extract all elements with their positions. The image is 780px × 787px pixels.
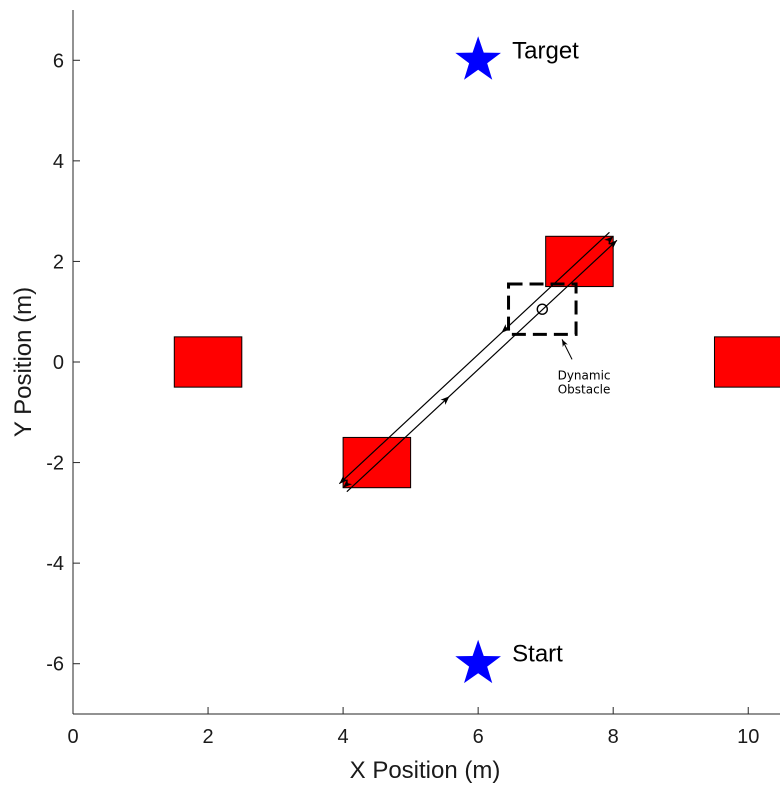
x-axis-label: X Position (m) bbox=[350, 757, 501, 784]
annotation-arrowhead bbox=[559, 338, 568, 348]
path-line-outbound bbox=[346, 239, 618, 493]
obstacle-upper-middle bbox=[545, 235, 614, 288]
markers: Start Target bbox=[455, 36, 579, 684]
x-tick-label: 0 bbox=[67, 726, 78, 748]
dynamic-obstacle-label-line2: Obstacle bbox=[558, 382, 611, 396]
y-tick-label: -2 bbox=[46, 453, 64, 475]
dynamic-obstacle-position bbox=[536, 303, 548, 315]
x-tick-label: 4 bbox=[338, 726, 349, 748]
x-tick-label: 2 bbox=[202, 726, 213, 748]
y-tick-label: 6 bbox=[53, 50, 64, 72]
obstacle-right bbox=[713, 336, 780, 388]
dynamic-obstacle-label-line1: Dynamic bbox=[558, 368, 611, 382]
target-star-marker bbox=[455, 36, 501, 80]
x-tick-label: 6 bbox=[473, 726, 484, 748]
y-axis-label: Y Position (m) bbox=[10, 287, 37, 437]
start-star-marker bbox=[455, 639, 501, 684]
y-tick-label: -6 bbox=[46, 654, 64, 676]
dynamic-obstacle-zone bbox=[507, 282, 578, 336]
y-tick-label: 4 bbox=[53, 151, 64, 173]
obstacle-lower-middle bbox=[342, 436, 412, 489]
y-tick-label: -4 bbox=[46, 553, 64, 575]
path-line-return bbox=[338, 231, 610, 485]
target-label: Target bbox=[512, 37, 579, 64]
y-tick-label: 0 bbox=[53, 352, 64, 374]
obstacle-left bbox=[173, 336, 243, 388]
x-tick-label: 8 bbox=[608, 726, 619, 748]
x-tick-label: 10 bbox=[737, 726, 759, 748]
start-label: Start bbox=[512, 641, 563, 668]
y-tick-label: 2 bbox=[53, 251, 64, 273]
static-obstacles bbox=[173, 235, 780, 489]
axes: 0 2 4 6 8 10 -6 -4 -2 0 2 4 6 bbox=[46, 10, 780, 748]
